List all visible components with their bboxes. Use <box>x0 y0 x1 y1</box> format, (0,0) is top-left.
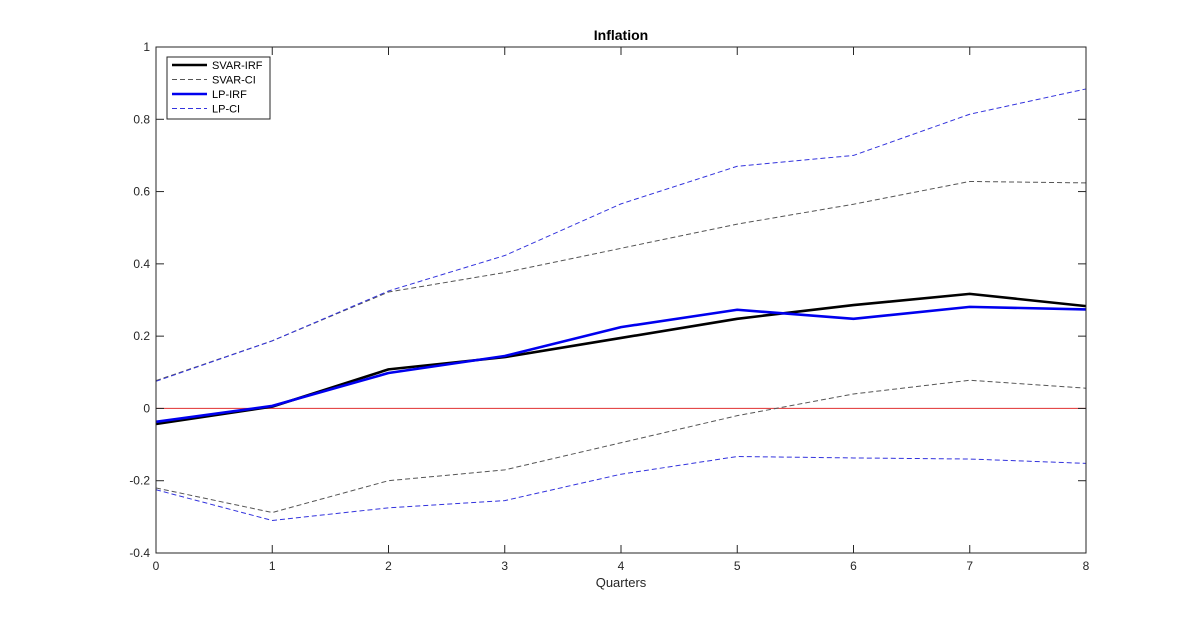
x-tick-label: 1 <box>269 559 276 573</box>
y-tick-label: 0.2 <box>133 329 150 343</box>
series-layer <box>155 88 1087 521</box>
y-tick-label: 0 <box>143 401 150 415</box>
chart-title: Inflation <box>594 27 648 43</box>
legend-label-svar-irf: SVAR-IRF <box>212 60 263 72</box>
legend: SVAR-IRF SVAR-CI LP-IRF LP-CI <box>166 56 271 120</box>
legend-label-lp-irf: LP-IRF <box>212 89 247 101</box>
series-line-lp-ci-4 <box>155 88 1087 382</box>
y-tick-label: 1 <box>143 40 150 54</box>
x-axis: 0 1 2 3 4 5 6 7 8 <box>153 47 1090 573</box>
series-line-lp-irf-3 <box>155 305 1087 424</box>
x-axis-label: Quarters <box>596 575 647 590</box>
y-tick-label: -0.4 <box>129 546 150 560</box>
y-tick-label: 0.6 <box>133 185 150 199</box>
y-tick-label: 0.4 <box>133 257 150 271</box>
y-tick-label: 0.8 <box>133 112 150 126</box>
y-axis: -0.4 -0.2 0 0.2 0.4 0.6 0.8 1 <box>129 40 1086 560</box>
x-tick-label: 0 <box>153 559 160 573</box>
x-tick-label: 7 <box>966 559 973 573</box>
x-tick-label: 2 <box>385 559 392 573</box>
x-tick-label: 6 <box>850 559 857 573</box>
x-tick-label: 8 <box>1083 559 1090 573</box>
legend-label-svar-ci: SVAR-CI <box>212 75 256 87</box>
series-line-svar-ci-1 <box>155 180 1087 382</box>
series-line-svar-ci-2 <box>155 379 1087 514</box>
x-tick-label: 5 <box>734 559 741 573</box>
x-tick-label: 3 <box>501 559 508 573</box>
x-tick-label: 4 <box>618 559 625 573</box>
plot-area <box>156 47 1086 553</box>
legend-label-lp-ci: LP-CI <box>212 104 240 116</box>
y-tick-label: -0.2 <box>129 474 150 488</box>
series-line-lp-ci-5 <box>155 456 1087 521</box>
